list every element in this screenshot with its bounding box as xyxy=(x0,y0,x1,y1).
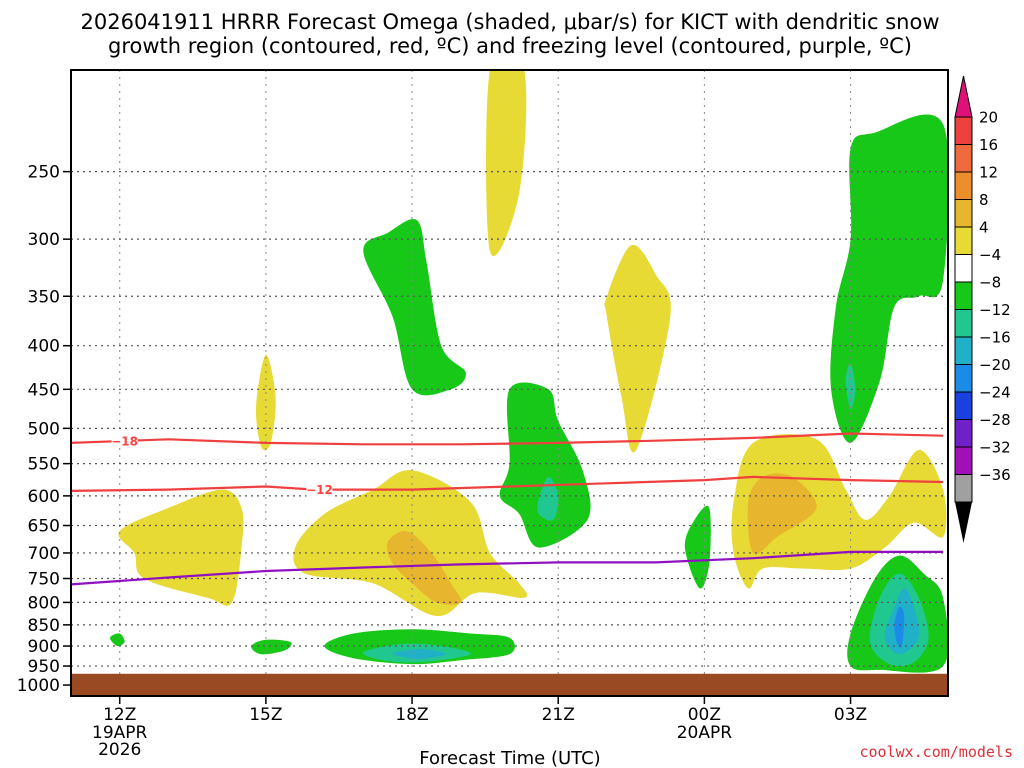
y-tick-650: 650 xyxy=(28,517,60,537)
omega-region-rise-high-1 xyxy=(486,70,527,257)
contour-label--12: −12 xyxy=(306,483,333,497)
colorbar-bottom-arrow xyxy=(955,502,972,543)
y-tick-600: 600 xyxy=(28,487,60,507)
y-tick-800: 800 xyxy=(28,593,60,613)
y-tick-350: 350 xyxy=(28,287,60,307)
y-tick-500: 500 xyxy=(28,419,60,439)
colorbar-label--24: −24 xyxy=(979,384,1011,402)
x-tick-15Z: 15Z xyxy=(249,705,282,725)
y-tick-750: 750 xyxy=(28,570,60,590)
x-tick-00Z: 00Z xyxy=(688,705,721,725)
credit-text: coolwx.com/models xyxy=(859,743,1013,761)
y-tick-1000: 1000 xyxy=(17,676,60,696)
x-tick-21Z: 21Z xyxy=(542,705,575,725)
colorbar-label--20: −20 xyxy=(979,356,1011,374)
y-tick-950: 950 xyxy=(28,657,60,677)
omega-region-rise-late xyxy=(731,434,947,589)
omega-region-rise-mod-1 xyxy=(386,530,462,605)
contour-isotherm--18C xyxy=(71,432,944,446)
omega-region-rise-mid-15z xyxy=(255,354,276,451)
colorbar-swatch xyxy=(954,336,973,365)
colorbar-swatch xyxy=(954,391,973,420)
colorbar-swatch xyxy=(954,446,973,475)
x-tick-date-00Z: 20APR xyxy=(677,723,733,743)
omega-region-sink-sfc-1 xyxy=(109,633,125,647)
x-tick-date-12Z: 19APR xyxy=(92,723,148,743)
colorbar-swatch xyxy=(954,309,973,338)
colorbar-label-16: 16 xyxy=(979,136,998,154)
y-tick-250: 250 xyxy=(28,163,60,183)
colorbar-swatch xyxy=(954,364,973,393)
chart-title-line-2: growth region (contoured, red, ºC) and f… xyxy=(108,34,912,58)
colorbar-label--12: −12 xyxy=(979,301,1011,319)
contour-label--18: −18 xyxy=(111,434,138,448)
omega-region-sink-upper xyxy=(363,219,466,396)
contour-label-bg xyxy=(111,432,138,448)
omega-region-sink-upper-right xyxy=(830,114,948,443)
colorbar-swatch xyxy=(954,281,973,310)
omega-region-sink-low-right-max xyxy=(894,606,905,648)
temperature-contours: −18 −12 xyxy=(71,432,944,586)
y-tick-900: 900 xyxy=(28,637,60,657)
colorbar-label--4: −4 xyxy=(979,246,1001,264)
x-tick-12Z: 12Z xyxy=(103,705,136,725)
x-axis-title: Forecast Time (UTC) xyxy=(419,748,600,768)
omega-region-sink-mid-21z xyxy=(499,382,591,548)
colorbar: 20 16 12 8 4 −4 −8 −12 −16 −20 −24 −28 −32 −36 xyxy=(954,75,1011,543)
colorbar-label--36: −36 xyxy=(979,466,1011,484)
omega-region-sink-sfc-2 xyxy=(251,639,292,655)
y-tick-300: 300 xyxy=(28,230,60,250)
y-tick-400: 400 xyxy=(28,337,60,357)
contour-freezing-level-0C xyxy=(71,550,944,586)
colorbar-swatch xyxy=(954,199,973,228)
y-tick-700: 700 xyxy=(28,544,60,564)
colorbar-swatch xyxy=(954,474,973,503)
colorbar-label--28: −28 xyxy=(979,411,1011,429)
x-tick-18Z: 18Z xyxy=(395,705,428,725)
contour-label-bg xyxy=(306,481,333,497)
colorbar-top-arrow xyxy=(954,75,973,118)
colorbar-swatch xyxy=(954,116,973,145)
colorbar-label--16: −16 xyxy=(979,329,1011,347)
colorbar-label--8: −8 xyxy=(979,274,1001,292)
colorbar-swatch xyxy=(954,144,973,173)
colorbar-label--32: −32 xyxy=(979,439,1011,457)
chart-title-line-1: 2026041911 HRRR Forecast Omega (shaded, … xyxy=(81,10,940,34)
colorbar-swatch xyxy=(954,419,973,448)
omega-region-sink-sfc-3-max xyxy=(392,649,447,660)
horizontal-gridlines xyxy=(71,171,948,686)
colorbar-label-20: 20 xyxy=(979,109,998,127)
y-axis: 2503003504004505005506006507007508008509… xyxy=(17,163,71,696)
colorbar-label-12: 12 xyxy=(979,164,998,182)
x-tick-03Z: 03Z xyxy=(834,705,867,725)
y-tick-450: 450 xyxy=(28,380,60,400)
plot-area: −18 −12 xyxy=(71,70,948,696)
surface-terrain xyxy=(71,673,948,696)
omega-region-rise-mod-2 xyxy=(747,473,817,555)
omega-region-sink-mid-21z-core xyxy=(537,476,559,521)
y-tick-550: 550 xyxy=(28,455,60,475)
colorbar-swatch xyxy=(954,171,973,200)
contour-isotherm--12C xyxy=(71,475,944,492)
x-tick-year-12Z: 2026 xyxy=(98,740,141,760)
colorbar-label-8: 8 xyxy=(979,191,989,209)
omega-region-rise-low-left xyxy=(118,489,244,606)
colorbar-swatch xyxy=(954,226,973,255)
plot-frame xyxy=(70,69,949,697)
colorbar-swatch xyxy=(954,254,973,283)
colorbar-label-4: 4 xyxy=(979,219,989,237)
y-tick-850: 850 xyxy=(28,616,60,636)
